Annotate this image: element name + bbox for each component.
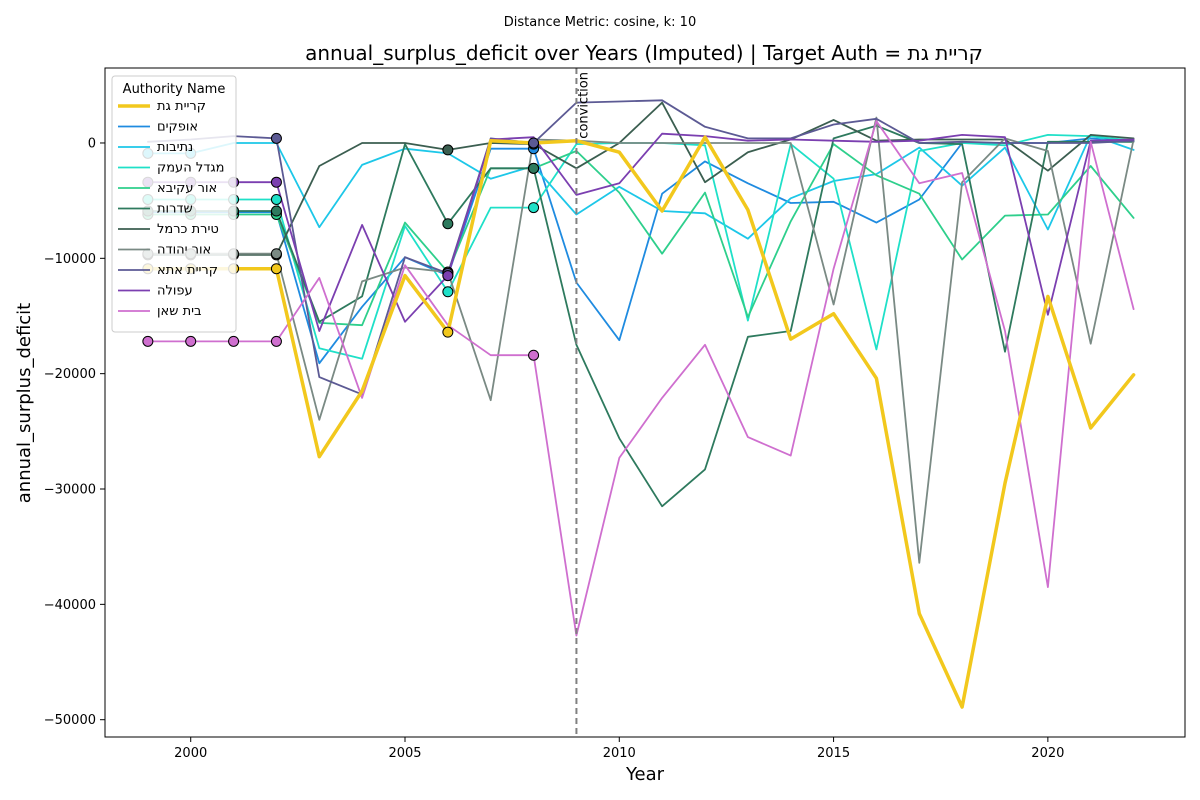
series-line	[146, 135, 1136, 709]
imputed-point	[442, 270, 454, 282]
series-line	[146, 101, 1135, 256]
y-tick-label: −40000	[44, 598, 96, 613]
legend-label: קריית גת	[157, 99, 206, 114]
y-tick-label: −20000	[44, 367, 96, 382]
legend: Authority Name קריית גת אופקים נתיבות מגדל …	[111, 75, 237, 333]
annotation-layer: conviction	[575, 68, 591, 737]
imputed-point	[270, 193, 282, 205]
legend-title: Authority Name	[123, 82, 226, 97]
legend-label: מגדל העמק	[157, 161, 225, 176]
legend-label: קריית אתא	[157, 263, 218, 278]
y-tick-label: 0	[88, 136, 96, 151]
conviction-label: conviction	[576, 72, 591, 139]
imputed-point	[528, 137, 540, 149]
plot-frame	[104, 67, 1186, 738]
imputed-point	[185, 335, 197, 347]
imputed-point	[270, 132, 282, 144]
y-tick-label: −50000	[44, 713, 96, 728]
x-tick-label: 2020	[1031, 746, 1064, 761]
legend-label: נתיבות	[157, 140, 193, 155]
y-axis: 0 −10000 −20000 −30000 −40000 −50000	[44, 136, 105, 728]
series-line	[146, 132, 1135, 332]
imputed-point	[442, 144, 454, 156]
series-line	[146, 99, 1135, 396]
y-tick-label: −10000	[44, 252, 96, 267]
legend-label: אופקים	[157, 120, 198, 135]
x-tick-label: 2005	[388, 746, 421, 761]
y-axis-title: annual_surplus_deficit	[14, 303, 35, 503]
x-tick-label: 2000	[174, 746, 207, 761]
imputed-point	[442, 286, 454, 298]
imputed-point	[142, 335, 154, 347]
y-tick-label: −30000	[44, 483, 96, 498]
imputed-point	[528, 349, 540, 361]
x-axis: 2000 2005 2010 2015 2020	[174, 737, 1064, 761]
imputed-point	[270, 176, 282, 188]
legend-label: שדרות	[157, 202, 193, 217]
plot-series	[142, 99, 1136, 709]
imputed-point	[442, 218, 454, 230]
legend-label: אור יהודה	[157, 243, 211, 258]
legend-items: קריית גת אופקים נתיבות מגדל העמק אור עקיבא שד…	[118, 99, 225, 319]
chart-title: annual_surplus_deficit over Years (Imput…	[305, 41, 983, 65]
imputed-point	[228, 335, 240, 347]
imputed-point	[442, 326, 454, 338]
legend-label: בית שאן	[157, 304, 202, 319]
imputed-point	[528, 162, 540, 174]
imputed-point	[528, 202, 540, 214]
x-tick-label: 2010	[603, 746, 636, 761]
legend-box	[111, 75, 237, 333]
imputed-point	[270, 205, 282, 217]
legend-label: טירת כרמל	[157, 222, 219, 237]
series-line	[146, 120, 1135, 637]
imputed-point	[270, 335, 282, 347]
series-line	[146, 143, 1135, 327]
x-tick-label: 2015	[817, 746, 850, 761]
legend-label: אור עקיבא	[157, 181, 217, 196]
x-axis-title: Year	[625, 764, 665, 785]
series-line	[146, 116, 1135, 564]
chart-subtitle: Distance Metric: cosine, k: 10	[504, 15, 696, 30]
legend-label: עפולה	[157, 284, 193, 299]
imputed-point	[270, 248, 282, 260]
imputed-point	[270, 263, 282, 275]
